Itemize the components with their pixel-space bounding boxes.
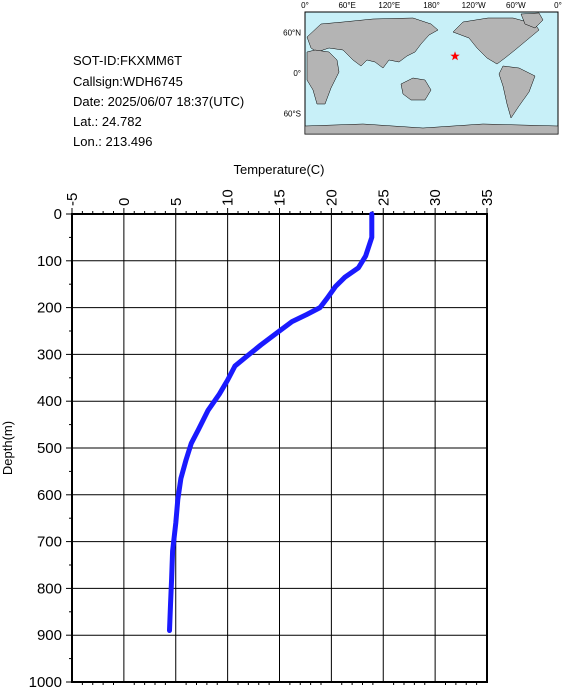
y-tick-label: 300 bbox=[37, 346, 62, 363]
y-tick-label: 700 bbox=[37, 534, 62, 551]
y-tick-label: 800 bbox=[37, 580, 62, 597]
x-tick-label: -5 bbox=[64, 193, 81, 206]
x-tick-label: 0 bbox=[116, 198, 133, 206]
y-axis-title: Depth(m) bbox=[0, 421, 15, 475]
y-tick-label: 1000 bbox=[29, 674, 62, 690]
map-longitude-label: 120°E bbox=[378, 1, 400, 10]
map-longitude-label: 0° bbox=[301, 1, 309, 10]
y-tick-label: 500 bbox=[37, 440, 62, 457]
temperature-profile-line bbox=[167, 211, 375, 633]
map-latitude-label: 60°N bbox=[283, 28, 301, 37]
sot-id-label: SOT-ID:FKXMM6T bbox=[73, 53, 183, 68]
y-tick-label: 200 bbox=[37, 300, 62, 317]
x-tick-label: 20 bbox=[323, 189, 340, 206]
latitude-label: Lat.: 24.782 bbox=[73, 114, 142, 129]
plot-frame bbox=[71, 213, 488, 683]
x-tick-label: 15 bbox=[272, 189, 289, 206]
x-axis-title: Temperature(C) bbox=[233, 162, 324, 177]
y-tick-label: 0 bbox=[54, 206, 62, 223]
x-tick-label: 30 bbox=[427, 189, 444, 206]
map-latitude-label: 0° bbox=[293, 69, 301, 78]
map-longitude-label: 60°W bbox=[506, 1, 526, 10]
callsign-label: Callsign:WDH6745 bbox=[73, 74, 183, 89]
x-tick-label: 5 bbox=[168, 198, 185, 206]
map-longitude-label: 180° bbox=[423, 1, 440, 10]
map-longitude-label: 120°W bbox=[462, 1, 487, 10]
y-tick-label: 400 bbox=[37, 393, 62, 410]
x-tick-label: 25 bbox=[375, 189, 392, 206]
date-label: Date: 2025/06/07 18:37(UTC) bbox=[73, 94, 245, 109]
longitude-label: Lon.: 213.496 bbox=[73, 134, 153, 149]
map-longitude-label: 0° bbox=[554, 1, 562, 10]
y-tick-label: 100 bbox=[37, 253, 62, 270]
x-tick-label: 10 bbox=[220, 189, 237, 206]
map-latitude-label: 60°S bbox=[284, 110, 301, 119]
map-land bbox=[304, 12, 559, 135]
map-longitude-label: 60°E bbox=[338, 1, 355, 10]
location-map: 0° 60°E 120°E 180° 120°W 60°W 0° 60°N 0° 60°S bbox=[283, 1, 562, 135]
x-tick-label: 35 bbox=[479, 189, 496, 206]
star-icon bbox=[450, 51, 460, 61]
y-tick-label: 900 bbox=[37, 627, 62, 644]
y-tick-label: 600 bbox=[37, 487, 62, 504]
